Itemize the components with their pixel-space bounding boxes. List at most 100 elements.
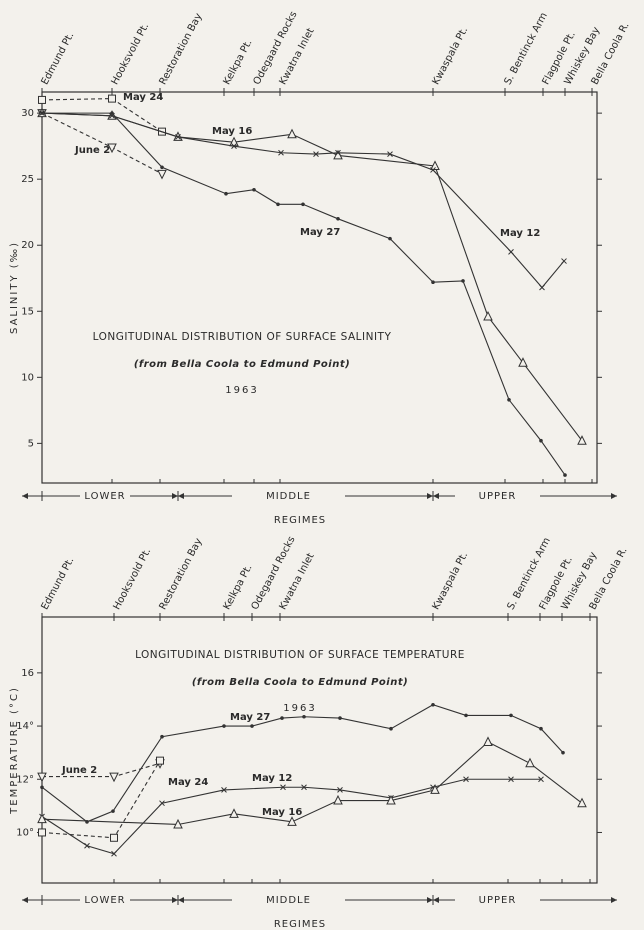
- marker: [160, 165, 164, 170]
- y-tick-label: 30: [21, 108, 34, 119]
- station-label: Kwaspala Pt.: [431, 550, 471, 611]
- station-label: Kwaspala Pt.: [431, 25, 471, 86]
- marker: [110, 111, 114, 115]
- y-tick-label: 14°: [16, 721, 34, 732]
- series-line: [42, 762, 161, 778]
- series-line: [41, 760, 161, 839]
- marker: [431, 702, 435, 707]
- marker: [84, 842, 90, 849]
- marker: [302, 714, 306, 719]
- marker: [525, 757, 535, 768]
- marker: [338, 716, 342, 720]
- regime-label: UPPER: [479, 895, 517, 906]
- y-tick-label: 10°: [16, 827, 34, 838]
- year-annotation: 1963: [283, 703, 316, 714]
- regime-label: MIDDLE: [266, 491, 311, 502]
- regimes-title: REGIMES: [274, 919, 326, 930]
- chart-title: LONGITUDINAL DISTRIBUTION OF SURFACE TEM…: [135, 649, 465, 661]
- regime-label: MIDDLE: [266, 895, 311, 906]
- station-label: Kelkpa Pt.: [222, 38, 255, 87]
- chart-subtitle: (from Bella Coola to Edmund Point): [134, 359, 350, 370]
- marker: [37, 772, 47, 783]
- marker: [109, 112, 115, 119]
- series-label: May 16: [262, 807, 302, 818]
- marker: [386, 794, 396, 805]
- y-tick-label: 10: [21, 372, 34, 383]
- chart-title: LONGITUDINAL DISTRIBUTION OF SURFACE SAL…: [93, 331, 392, 343]
- y-axis-label: SALINITY (‰): [9, 241, 20, 334]
- marker: [156, 756, 164, 765]
- marker: [231, 143, 237, 150]
- marker: [38, 95, 46, 104]
- marker: [301, 784, 307, 791]
- series-label: May 27: [300, 227, 340, 238]
- marker: [563, 473, 567, 477]
- series-label: May 16: [212, 126, 252, 137]
- marker: [38, 828, 46, 837]
- marker: [111, 850, 117, 857]
- marker: [561, 750, 565, 755]
- marker: [464, 713, 468, 718]
- marker: [109, 772, 119, 783]
- marker: [335, 149, 341, 156]
- marker: [337, 787, 343, 793]
- marker: [577, 797, 587, 808]
- series-line: [41, 112, 163, 175]
- marker: [108, 94, 116, 103]
- marker: [287, 816, 297, 826]
- series-label: May 24: [168, 777, 208, 788]
- marker: [518, 357, 528, 367]
- marker: [222, 724, 226, 728]
- marker: [539, 284, 545, 291]
- marker: [538, 776, 544, 783]
- year-annotation: 1963: [225, 385, 258, 396]
- regimes-title: REGIMES: [274, 515, 326, 526]
- station-label: Hooksvold Pt.: [110, 21, 152, 86]
- marker: [463, 776, 469, 783]
- regime-label: LOWER: [84, 491, 125, 502]
- marker: [539, 726, 543, 731]
- marker: [430, 784, 440, 794]
- marker: [229, 808, 239, 818]
- marker: [173, 818, 183, 829]
- y-tick-label: 15: [21, 306, 34, 317]
- y-tick-label: 16: [21, 668, 34, 679]
- marker: [110, 833, 118, 842]
- marker: [509, 713, 513, 718]
- series-label: June 2: [61, 765, 97, 776]
- marker: [389, 726, 393, 731]
- station-label: Restoration Bay: [158, 536, 205, 611]
- marker: [388, 236, 392, 241]
- marker: [430, 160, 440, 170]
- series-label: May 12: [252, 773, 292, 784]
- marker: [252, 187, 256, 192]
- station-label: Restoration Bay: [158, 11, 205, 86]
- station-label: Kelkpa Pt.: [222, 563, 255, 612]
- y-tick-label: 20: [21, 240, 34, 251]
- chart-subtitle: (from Bella Coola to Edmund Point): [192, 677, 408, 688]
- marker: [539, 438, 543, 443]
- marker: [287, 128, 297, 139]
- y-tick-label: 5: [28, 438, 34, 449]
- marker: [387, 151, 393, 157]
- series-line: [41, 112, 565, 289]
- marker: [507, 397, 511, 402]
- marker: [508, 776, 514, 783]
- series-label: May 27: [230, 712, 270, 723]
- marker: [278, 149, 284, 156]
- marker: [40, 785, 44, 790]
- marker: [483, 736, 493, 747]
- marker: [301, 202, 305, 207]
- marker: [313, 151, 319, 157]
- marker: [160, 734, 164, 739]
- series-label: May 12: [500, 228, 540, 239]
- marker: [107, 143, 117, 154]
- plot-frame: [41, 91, 598, 484]
- marker: [224, 191, 228, 196]
- marker: [280, 716, 284, 720]
- marker: [577, 435, 587, 445]
- series-line: [41, 704, 564, 823]
- y-tick-label: 12°: [16, 774, 34, 785]
